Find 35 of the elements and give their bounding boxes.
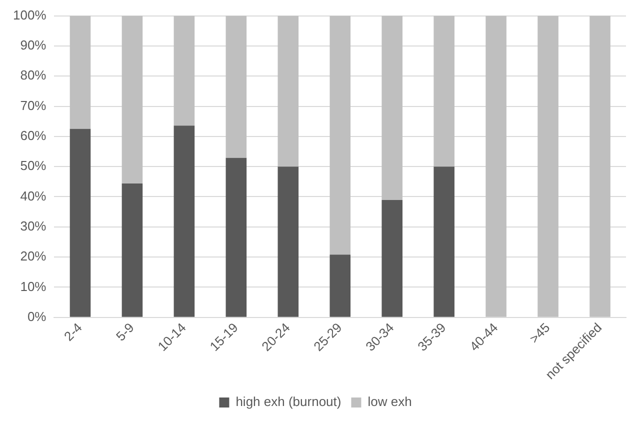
bar: [226, 16, 247, 158]
legend-label: high exh (burnout): [236, 394, 342, 410]
bar: [434, 166, 454, 317]
bar: [330, 16, 351, 255]
bar: [174, 126, 195, 317]
bar: [122, 183, 143, 317]
bar: [278, 166, 299, 317]
bar: [330, 254, 351, 317]
y-tick-label: 30%: [20, 218, 47, 234]
y-tick-label: 20%: [20, 248, 47, 264]
y-tick-label: 60%: [20, 128, 47, 143]
bar: [382, 200, 402, 317]
bar: [538, 16, 558, 317]
y-tick-label: 50%: [20, 158, 47, 174]
x-tick-label: >45: [526, 320, 553, 346]
y-tick-label: 70%: [20, 98, 47, 113]
x-tick-label: 5-9: [112, 320, 137, 344]
y-tick-label: 10%: [20, 278, 47, 294]
bar: [590, 16, 610, 317]
bar: [226, 158, 247, 317]
bar: [174, 16, 195, 126]
y-tick-label: 100%: [13, 7, 47, 22]
bar: [70, 128, 91, 317]
y-tick-label: 40%: [20, 188, 47, 204]
x-tick-label: 2-4: [60, 320, 85, 344]
y-tick-label: 0%: [27, 308, 47, 324]
y-tick-label: 80%: [20, 68, 47, 83]
bar: [434, 16, 454, 167]
bar: [486, 16, 506, 317]
bar: [278, 16, 299, 167]
bar: [122, 16, 143, 184]
bar: [70, 16, 91, 129]
legend-label: low exh: [368, 394, 412, 410]
bar: [382, 16, 402, 200]
y-tick-label: 90%: [20, 38, 47, 53]
